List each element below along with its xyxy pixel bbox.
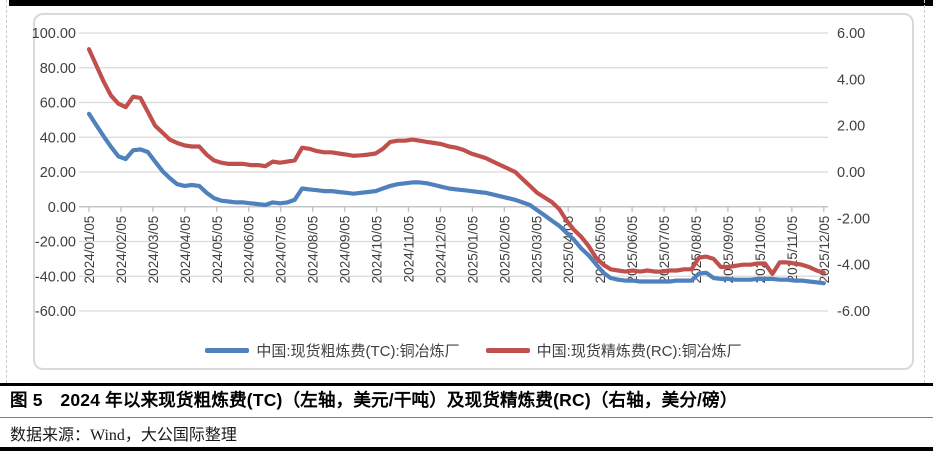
legend-item-tc: 中国:现货粗炼费(TC):铜冶炼厂 <box>205 340 460 361</box>
figure-caption: 图 5 2024 年以来现货粗炼费(TC)（左轴，美元/干吨）及现货精炼费(RC… <box>10 390 738 410</box>
svg-text:2025/11/05: 2025/11/05 <box>785 216 800 283</box>
svg-text:80.00: 80.00 <box>40 61 76 77</box>
svg-text:2025/10/05: 2025/10/05 <box>753 216 768 284</box>
svg-text:2024/11/05: 2024/11/05 <box>401 216 416 283</box>
svg-text:6.00: 6.00 <box>837 26 865 42</box>
right-gridline-guide <box>924 0 925 383</box>
svg-text:2024/10/05: 2024/10/05 <box>370 216 385 284</box>
svg-text:2024/03/05: 2024/03/05 <box>146 216 161 284</box>
top-border-line <box>9 0 933 6</box>
svg-text:-40.00: -40.00 <box>35 269 76 285</box>
svg-text:40.00: 40.00 <box>40 130 76 146</box>
svg-text:2024/04/05: 2024/04/05 <box>178 216 193 284</box>
svg-text:2025/01/05: 2025/01/05 <box>465 216 480 284</box>
svg-text:0.00: 0.00 <box>837 165 865 181</box>
svg-text:-2.00: -2.00 <box>837 211 870 227</box>
chart-canvas: 100.00 80.00 60.00 40.00 20.00 0.00 -20.00 -40.… <box>32 26 870 320</box>
tc-line-swatch <box>205 348 250 353</box>
svg-text:-6.00: -6.00 <box>837 304 870 320</box>
svg-text:2025/12/05: 2025/12/05 <box>817 216 832 284</box>
caption-top-rule <box>0 383 933 386</box>
svg-text:2024/06/05: 2024/06/05 <box>242 216 257 284</box>
svg-text:2025/02/05: 2025/02/05 <box>497 216 512 284</box>
svg-text:20.00: 20.00 <box>40 165 76 181</box>
svg-text:100.00: 100.00 <box>32 26 76 42</box>
svg-text:2024/01/05: 2024/01/05 <box>82 216 97 284</box>
svg-text:2025/07/05: 2025/07/05 <box>657 216 672 284</box>
caption-bottom-rule <box>0 417 933 418</box>
svg-text:60.00: 60.00 <box>40 96 76 112</box>
svg-text:0.00: 0.00 <box>48 200 76 216</box>
svg-text:2024/07/05: 2024/07/05 <box>274 216 289 284</box>
svg-text:2025/03/05: 2025/03/05 <box>529 216 544 284</box>
svg-text:2024/02/05: 2024/02/05 <box>114 216 129 284</box>
bottom-border-line <box>0 447 933 451</box>
svg-text:2024/08/05: 2024/08/05 <box>306 216 321 284</box>
chart-legend: 中国:现货粗炼费(TC):铜冶炼厂 中国:现货精炼费(RC):铜冶炼厂 <box>33 340 914 361</box>
legend-label-tc: 中国:现货粗炼费(TC):铜冶炼厂 <box>256 343 460 360</box>
svg-text:2024/12/05: 2024/12/05 <box>433 216 448 284</box>
svg-text:2025/06/05: 2025/06/05 <box>625 216 640 284</box>
svg-text:2024/09/05: 2024/09/05 <box>338 216 353 284</box>
svg-text:2025/09/05: 2025/09/05 <box>721 216 736 284</box>
left-gridline-guide <box>6 0 7 383</box>
rc-line-swatch <box>485 348 530 353</box>
svg-text:2024/05/05: 2024/05/05 <box>210 216 225 284</box>
legend-label-rc: 中国:现货精炼费(RC):铜冶炼厂 <box>536 343 742 360</box>
svg-text:4.00: 4.00 <box>837 72 865 88</box>
svg-text:-4.00: -4.00 <box>837 258 870 274</box>
svg-text:-60.00: -60.00 <box>35 304 76 320</box>
data-source-note: 数据来源：Wind，大公国际整理 <box>10 427 237 444</box>
svg-text:-20.00: -20.00 <box>35 235 76 251</box>
svg-text:2.00: 2.00 <box>837 119 865 135</box>
legend-item-rc: 中国:现货精炼费(RC):铜冶炼厂 <box>485 340 742 361</box>
